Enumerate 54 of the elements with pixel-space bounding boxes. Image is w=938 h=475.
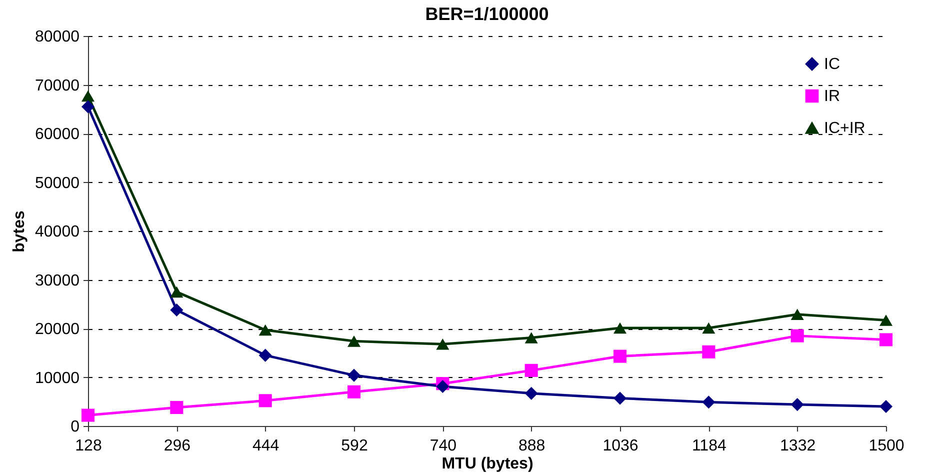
legend-label: IC [824,56,840,73]
x-tick-label: 1332 [780,438,816,454]
x-tick-label: 888 [518,438,546,454]
point [258,348,272,362]
point [258,324,272,336]
point [436,338,450,350]
point [524,332,538,344]
x-tick-label: 444 [252,438,280,454]
point [170,286,184,298]
point [347,368,361,382]
point [524,386,538,400]
y-tick-label: 0 [70,418,80,436]
x-tick-label: 1184 [692,438,726,454]
x-axis-title: MTU (bytes) [442,456,534,472]
point [170,303,184,316]
y-tick-label: 40000 [35,224,80,240]
point [790,308,804,320]
y-tick-label: 80000 [35,28,80,46]
point [879,333,893,346]
x-tick-label: 592 [341,438,368,454]
x-tick-label: 1500 [868,438,904,454]
y-tick-label: 60000 [35,126,80,143]
point [347,385,361,398]
point [702,322,716,334]
y-tick-label: 50000 [35,174,80,192]
point [258,394,272,408]
x-tick-label: 296 [164,438,191,454]
point [81,100,95,114]
point [702,345,716,358]
x-tick-label: 128 [75,438,102,454]
y-tick-label: 10000 [35,370,80,387]
point [790,398,804,412]
x-tick-label: 740 [430,438,457,454]
point [81,408,95,422]
y-axis-title: bytes [11,210,28,252]
point [879,400,893,414]
legend-label: IC+IR [824,120,866,137]
point [613,350,627,363]
y-tick-label: 70000 [35,77,80,94]
point [702,396,716,409]
point [524,364,538,377]
point [613,322,627,334]
point [879,314,893,326]
y-tick-label: 30000 [35,272,80,290]
chart-title: BER=1/100000 [425,4,549,24]
point [347,336,361,347]
point [790,329,804,342]
y-tick-label: 20000 [35,321,80,338]
point [613,392,627,405]
point [81,90,95,102]
x-tick-label: 1036 [602,438,638,454]
point [170,400,184,414]
legend-label: IR [824,88,840,105]
point [436,380,450,394]
